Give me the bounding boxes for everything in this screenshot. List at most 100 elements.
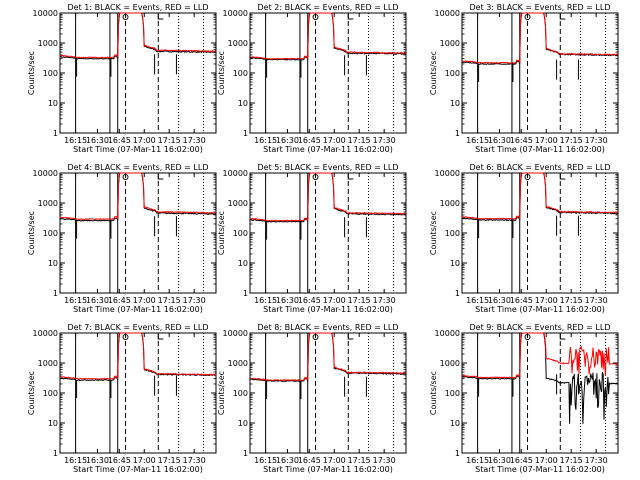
y-tick-label: 100 — [43, 229, 58, 238]
top-marker-bracket — [157, 334, 164, 340]
chart-panel-8: Det 8: BLACK = Events, RED = LLD 1 10 100 10… — [217, 323, 407, 474]
y-tick-label: 1 — [53, 289, 58, 298]
x-axis-label: Start Time (07-Mar-11 16:02:00) — [475, 145, 605, 154]
y-tick-label: 100 — [445, 229, 460, 238]
y-tick-label: 100 — [43, 69, 58, 78]
y-axis-label: Counts/sec — [27, 211, 36, 255]
chart-panel-2: Det 2: BLACK = Events, RED = LLD 1 10 100 10… — [217, 3, 407, 154]
chart-panel-7: Det 7: BLACK = Events, RED = LLD 1 10 100 10… — [27, 323, 217, 474]
x-tick-label: 17:00 — [535, 456, 558, 465]
y-axis-label: Counts/sec — [217, 371, 226, 415]
x-tick-label: 17:15 — [560, 136, 583, 145]
plot-frame — [249, 172, 407, 294]
top-marker-bracket — [157, 174, 164, 180]
x-tick-label: 16:30 — [488, 136, 511, 145]
top-marker-circle — [122, 14, 129, 20]
chart-title: Det 9: BLACK = Events, RED = LLD — [470, 323, 611, 332]
x-tick-label: 17:00 — [133, 296, 156, 305]
x-tick-label: 17:15 — [348, 136, 371, 145]
series-line-events — [461, 332, 619, 424]
series-line-events — [59, 172, 217, 222]
y-tick-label: 10 — [238, 419, 248, 428]
y-tick-label: 1 — [53, 449, 58, 458]
y-tick-label: 100 — [43, 389, 58, 398]
series-line-lld — [461, 332, 619, 379]
y-axis-label: Counts/sec — [27, 371, 36, 415]
x-tick-label: 16:30 — [86, 296, 109, 305]
x-tick-label: 17:30 — [183, 296, 206, 305]
plot-frame — [461, 332, 619, 454]
y-tick-label: 1 — [243, 129, 248, 138]
top-marker-circle — [312, 174, 319, 180]
x-tick-label: 17:15 — [560, 296, 583, 305]
x-tick-label: 16:15 — [64, 136, 87, 145]
series-line-lld — [461, 12, 619, 64]
x-axis-label: Start Time (07-Mar-11 16:02:00) — [73, 465, 203, 474]
series-line-events — [249, 172, 407, 223]
series-line-events — [59, 332, 217, 381]
x-tick-label: 16:45 — [510, 456, 533, 465]
x-tick-label: 17:15 — [348, 456, 371, 465]
y-tick-label: 1000 — [38, 39, 58, 48]
y-tick-label: 1000 — [228, 39, 248, 48]
x-tick-label: 16:15 — [64, 456, 87, 465]
y-tick-label: 100 — [233, 229, 248, 238]
y-tick-label: 1000 — [440, 39, 460, 48]
top-marker-circle — [312, 334, 319, 340]
chart-panel-1: Det 1: BLACK = Events, RED = LLD 1 10 100 10… — [27, 3, 217, 154]
x-tick-label: 17:30 — [373, 456, 396, 465]
x-tick-label: 17:15 — [560, 456, 583, 465]
top-marker-bracket — [559, 174, 566, 180]
x-tick-label: 16:30 — [86, 456, 109, 465]
x-tick-label: 16:15 — [466, 136, 489, 145]
y-tick-label: 1000 — [440, 199, 460, 208]
series-line-events — [249, 332, 407, 382]
top-marker-bracket — [347, 334, 354, 340]
x-tick-label: 16:30 — [276, 456, 299, 465]
y-tick-label: 10000 — [435, 169, 460, 178]
x-tick-label: 17:30 — [373, 136, 396, 145]
y-tick-label: 1 — [455, 289, 460, 298]
chart-title: Det 8: BLACK = Events, RED = LLD — [258, 323, 399, 332]
x-tick-label: 17:00 — [535, 136, 558, 145]
y-tick-label: 1 — [53, 129, 58, 138]
top-marker-circle — [524, 174, 531, 180]
x-tick-label: 17:15 — [158, 296, 181, 305]
y-tick-label: 100 — [445, 69, 460, 78]
series-line-events — [462, 172, 619, 222]
y-tick-label: 10 — [450, 99, 460, 108]
x-tick-label: 16:30 — [276, 296, 299, 305]
series-line-lld — [59, 12, 217, 59]
x-axis-label: Start Time (07-Mar-11 16:02:00) — [263, 305, 393, 314]
y-tick-label: 10 — [48, 99, 58, 108]
y-tick-label: 10000 — [33, 169, 58, 178]
y-tick-label: 1 — [243, 289, 248, 298]
x-axis-label: Start Time (07-Mar-11 16:02:00) — [263, 465, 393, 474]
chart-panel-5: Det 5: BLACK = Events, RED = LLD 1 10 100 10… — [217, 163, 407, 314]
y-tick-label: 10 — [450, 259, 460, 268]
y-tick-label: 10000 — [435, 9, 460, 18]
x-tick-label: 17:15 — [348, 296, 371, 305]
x-tick-label: 17:30 — [585, 456, 608, 465]
x-tick-label: 16:15 — [466, 456, 489, 465]
x-tick-label: 16:45 — [108, 456, 131, 465]
y-tick-label: 1 — [455, 449, 460, 458]
x-tick-label: 17:15 — [158, 136, 181, 145]
plot-frame — [59, 332, 217, 454]
x-tick-label: 16:15 — [466, 296, 489, 305]
x-tick-label: 17:00 — [323, 296, 346, 305]
top-marker-circle — [122, 334, 129, 340]
plot-frame — [461, 12, 619, 134]
top-marker-bracket — [559, 334, 566, 340]
y-axis-label: Counts/sec — [217, 51, 226, 95]
y-tick-label: 10000 — [223, 169, 248, 178]
y-tick-label: 10 — [450, 419, 460, 428]
x-tick-label: 17:15 — [158, 456, 181, 465]
top-marker-bracket — [347, 174, 354, 180]
x-tick-label: 17:30 — [585, 136, 608, 145]
series-line-lld — [249, 332, 407, 381]
x-tick-label: 17:00 — [323, 456, 346, 465]
x-tick-label: 17:30 — [373, 296, 396, 305]
y-tick-label: 1000 — [228, 199, 248, 208]
